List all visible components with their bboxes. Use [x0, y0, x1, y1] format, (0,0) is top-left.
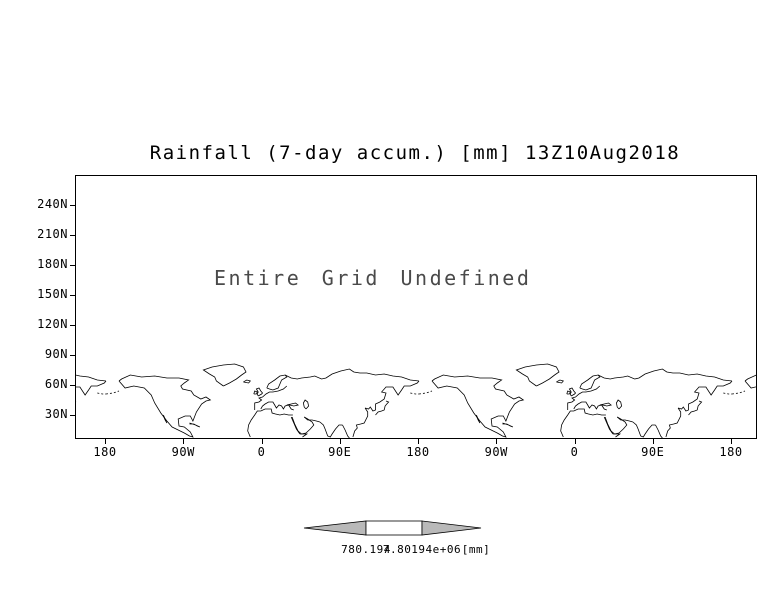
coastline [319, 421, 343, 438]
coastline [266, 374, 288, 391]
y-tick-mark [70, 295, 76, 296]
coastline [352, 407, 369, 438]
coastline [731, 390, 746, 395]
plot-area: Entire Grid Undefined [75, 175, 757, 439]
coastline [255, 387, 264, 397]
y-tick-label: 150N [37, 287, 68, 301]
y-tick-label: 240N [37, 197, 68, 211]
x-tick-mark [418, 438, 419, 444]
colorbar-units-label: [mm] [461, 543, 491, 556]
y-tick-mark [70, 325, 76, 326]
coastline [515, 363, 560, 387]
x-tick-mark [183, 438, 185, 444]
coastline [599, 402, 613, 407]
coastline [665, 407, 682, 438]
coastline [604, 416, 628, 435]
colorbar: 780.194 7.80194e+06 [mm] [300, 517, 500, 559]
coastline [677, 380, 733, 412]
coastline [302, 399, 310, 410]
coastline [253, 390, 258, 395]
coastline [723, 392, 732, 395]
coastline [688, 400, 703, 416]
coastline [476, 414, 481, 424]
coastline [568, 387, 577, 397]
coastline [342, 424, 350, 438]
coastline [560, 408, 606, 438]
coastline [502, 422, 514, 428]
x-tick-mark [105, 438, 106, 444]
coastline [243, 379, 252, 384]
y-tick-mark [70, 415, 76, 416]
coastline [567, 385, 601, 410]
coastline [284, 368, 420, 382]
undefined-message: Entire Grid Undefined [214, 266, 532, 290]
x-tick-mark [261, 438, 263, 444]
x-tick-mark [652, 438, 654, 444]
y-tick-label: 90N [44, 347, 68, 361]
coastline [76, 374, 107, 382]
coastline [566, 390, 571, 395]
x-tick-label: 0 [257, 445, 266, 459]
coastline [202, 363, 247, 387]
coastline [744, 374, 756, 389]
colorbar-segment [365, 520, 423, 536]
coastline [431, 374, 525, 438]
coastline [97, 392, 106, 395]
coastline [303, 416, 321, 423]
chart-title: Rainfall (7-day accum.) [mm] 13Z10Aug201… [149, 142, 681, 164]
coastline [247, 408, 293, 438]
coastline [597, 368, 733, 382]
y-tick-mark [70, 385, 76, 386]
coastline [655, 424, 663, 438]
coastline [375, 400, 390, 416]
y-tick-label: 30N [44, 407, 68, 421]
y-tick-label: 210N [37, 227, 68, 241]
x-tick-mark [339, 438, 341, 444]
coastline [189, 422, 201, 428]
world-coastline-map [76, 363, 756, 438]
y-tick-mark [70, 355, 76, 356]
coastline [364, 380, 420, 412]
x-tick-label: 90E [328, 445, 352, 459]
y-tick-mark [70, 205, 76, 206]
x-tick-label: 90W [484, 445, 508, 459]
y-tick-mark [70, 265, 76, 266]
coastline [632, 421, 656, 438]
y-tick-label: 180N [37, 257, 68, 271]
coastline [612, 433, 622, 438]
x-tick-label: 180 [406, 445, 430, 459]
coastline [299, 433, 309, 438]
coastline [163, 414, 168, 424]
x-tick-label: 180 [93, 445, 117, 459]
x-tick-label: 0 [570, 445, 579, 459]
x-tick-label: 180 [719, 445, 743, 459]
x-tick-mark [574, 438, 576, 444]
colorbar-min-label: 780.194 [341, 543, 391, 556]
colorbar-arrow [303, 520, 482, 536]
y-tick-label: 60N [44, 377, 68, 391]
coastline [105, 390, 120, 395]
coastline [579, 374, 601, 391]
y-tick-label: 120N [37, 317, 68, 331]
coastline [616, 416, 634, 423]
coastline [118, 374, 212, 438]
coastline [615, 399, 623, 410]
colorbar-max-label: 7.80194e+06 [382, 543, 462, 556]
y-tick-mark [70, 235, 76, 236]
x-tick-label: 90E [641, 445, 665, 459]
coastline [291, 416, 315, 435]
coastline [556, 379, 565, 384]
coastline [418, 390, 433, 395]
coastline [286, 402, 300, 407]
coastline [254, 385, 288, 410]
colorbar-left-arrow-icon [303, 520, 367, 536]
x-tick-mark [496, 438, 498, 444]
x-tick-mark [731, 438, 732, 444]
coastline [410, 392, 419, 395]
coastline [76, 380, 107, 396]
colorbar-right-arrow-icon [421, 520, 482, 536]
x-tick-label: 90W [171, 445, 195, 459]
